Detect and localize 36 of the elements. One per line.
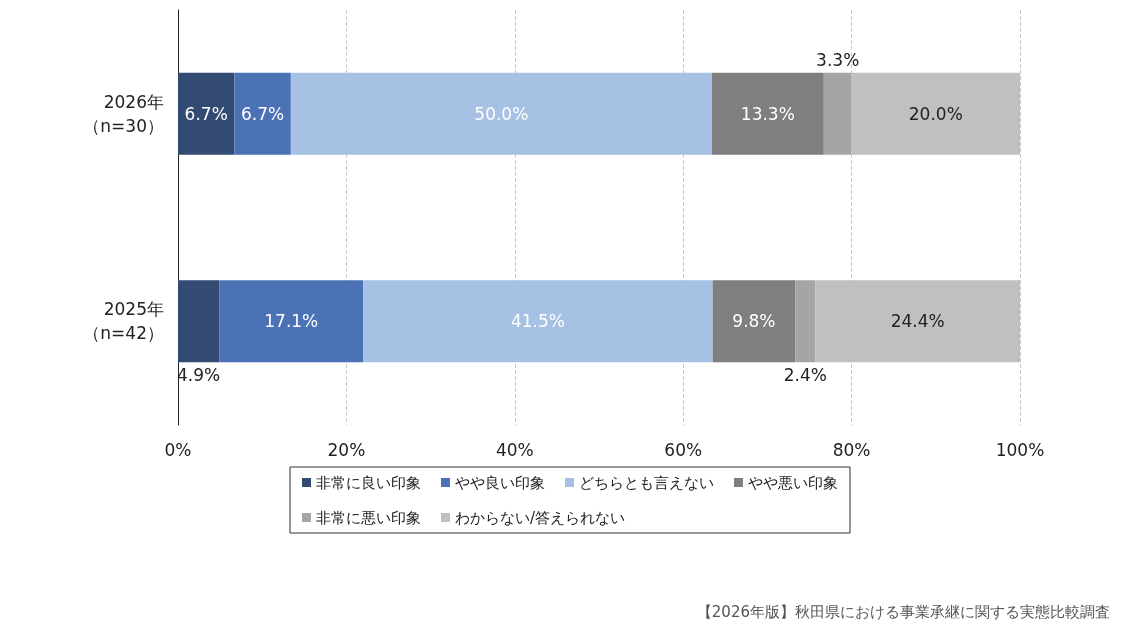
data-label: 20.0% [908,103,963,124]
bar [711,72,824,155]
y-tick-label: 2026年（n=30） [83,91,164,136]
data-label: 24.4% [890,311,945,332]
legend-label: やや悪い印象 [748,473,838,492]
data-label: 13.3% [740,103,795,124]
bar [795,280,816,363]
x-tick-label: 0% [164,439,192,460]
data-label: 3.3% [816,50,860,71]
data-label: 41.5% [510,311,565,332]
bar [363,280,713,363]
data-label: 50.0% [474,103,529,124]
bar [178,280,220,363]
legend-label: 非常に良い印象 [316,473,421,492]
bar [823,72,852,155]
data-label: 6.7% [184,103,228,124]
data-label: 17.1% [264,311,319,332]
bar [178,72,235,155]
x-tick-label: 100% [995,439,1045,460]
legend-label: やや良い印象 [455,473,545,492]
data-label: 2.4% [783,364,827,385]
x-tick-label: 60% [664,439,703,460]
legend-label: 非常に悪い印象 [316,508,421,527]
bar [712,280,796,363]
bar [219,280,364,363]
data-label: 9.8% [732,311,776,332]
legend-label: わからない/答えられない [455,508,626,527]
bar [234,72,291,155]
x-tick-label: 20% [327,439,366,460]
legend-label: どちらとも言えない [579,473,714,492]
data-label: 6.7% [241,103,285,124]
bar [290,72,712,155]
x-tick-label: 40% [495,439,534,460]
y-tick-label: 2025年（n=42） [83,299,164,344]
text: 【2026年版】秋田県における事業承継に関する実態比較調査 [696,602,1111,621]
x-tick-label: 80% [832,439,871,460]
